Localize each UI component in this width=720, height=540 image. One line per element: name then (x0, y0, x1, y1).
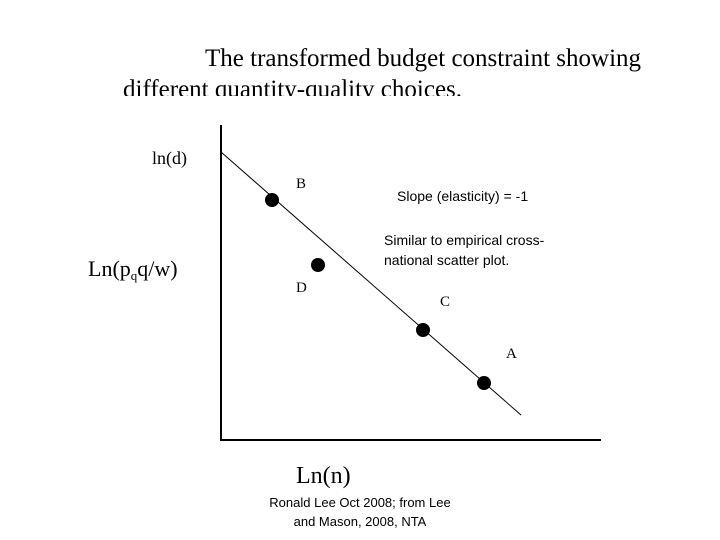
point-label: A (506, 346, 517, 362)
point (265, 193, 279, 207)
y-short-label: ln(d) (152, 148, 187, 169)
annotation: Similar to empirical cross- (384, 232, 545, 248)
y-label: Ln(pqq/w) (88, 256, 178, 283)
footer: Ronald Lee Oct 2008; from Lee (269, 495, 450, 510)
point-label: C (440, 294, 450, 310)
point (416, 323, 430, 337)
title-line: different quantity-quality choices. (123, 76, 462, 103)
title-line: The transformed budget constraint showin… (205, 45, 642, 72)
point-label: B (296, 176, 306, 192)
x-label: Ln(n) (296, 463, 351, 489)
point (311, 258, 325, 272)
y-label-part: Ln(p (88, 256, 131, 281)
annotation: Slope (elasticity) = -1 (397, 188, 528, 204)
point-label: D (296, 280, 307, 296)
y-label-part: q (131, 268, 138, 283)
annotation: national scatter plot. (384, 252, 509, 268)
title: The transformed budget constraint showin… (123, 45, 642, 103)
y-label-part: q/w) (137, 256, 177, 281)
footer: and Mason, 2008, NTA (294, 514, 427, 529)
point (477, 376, 491, 390)
